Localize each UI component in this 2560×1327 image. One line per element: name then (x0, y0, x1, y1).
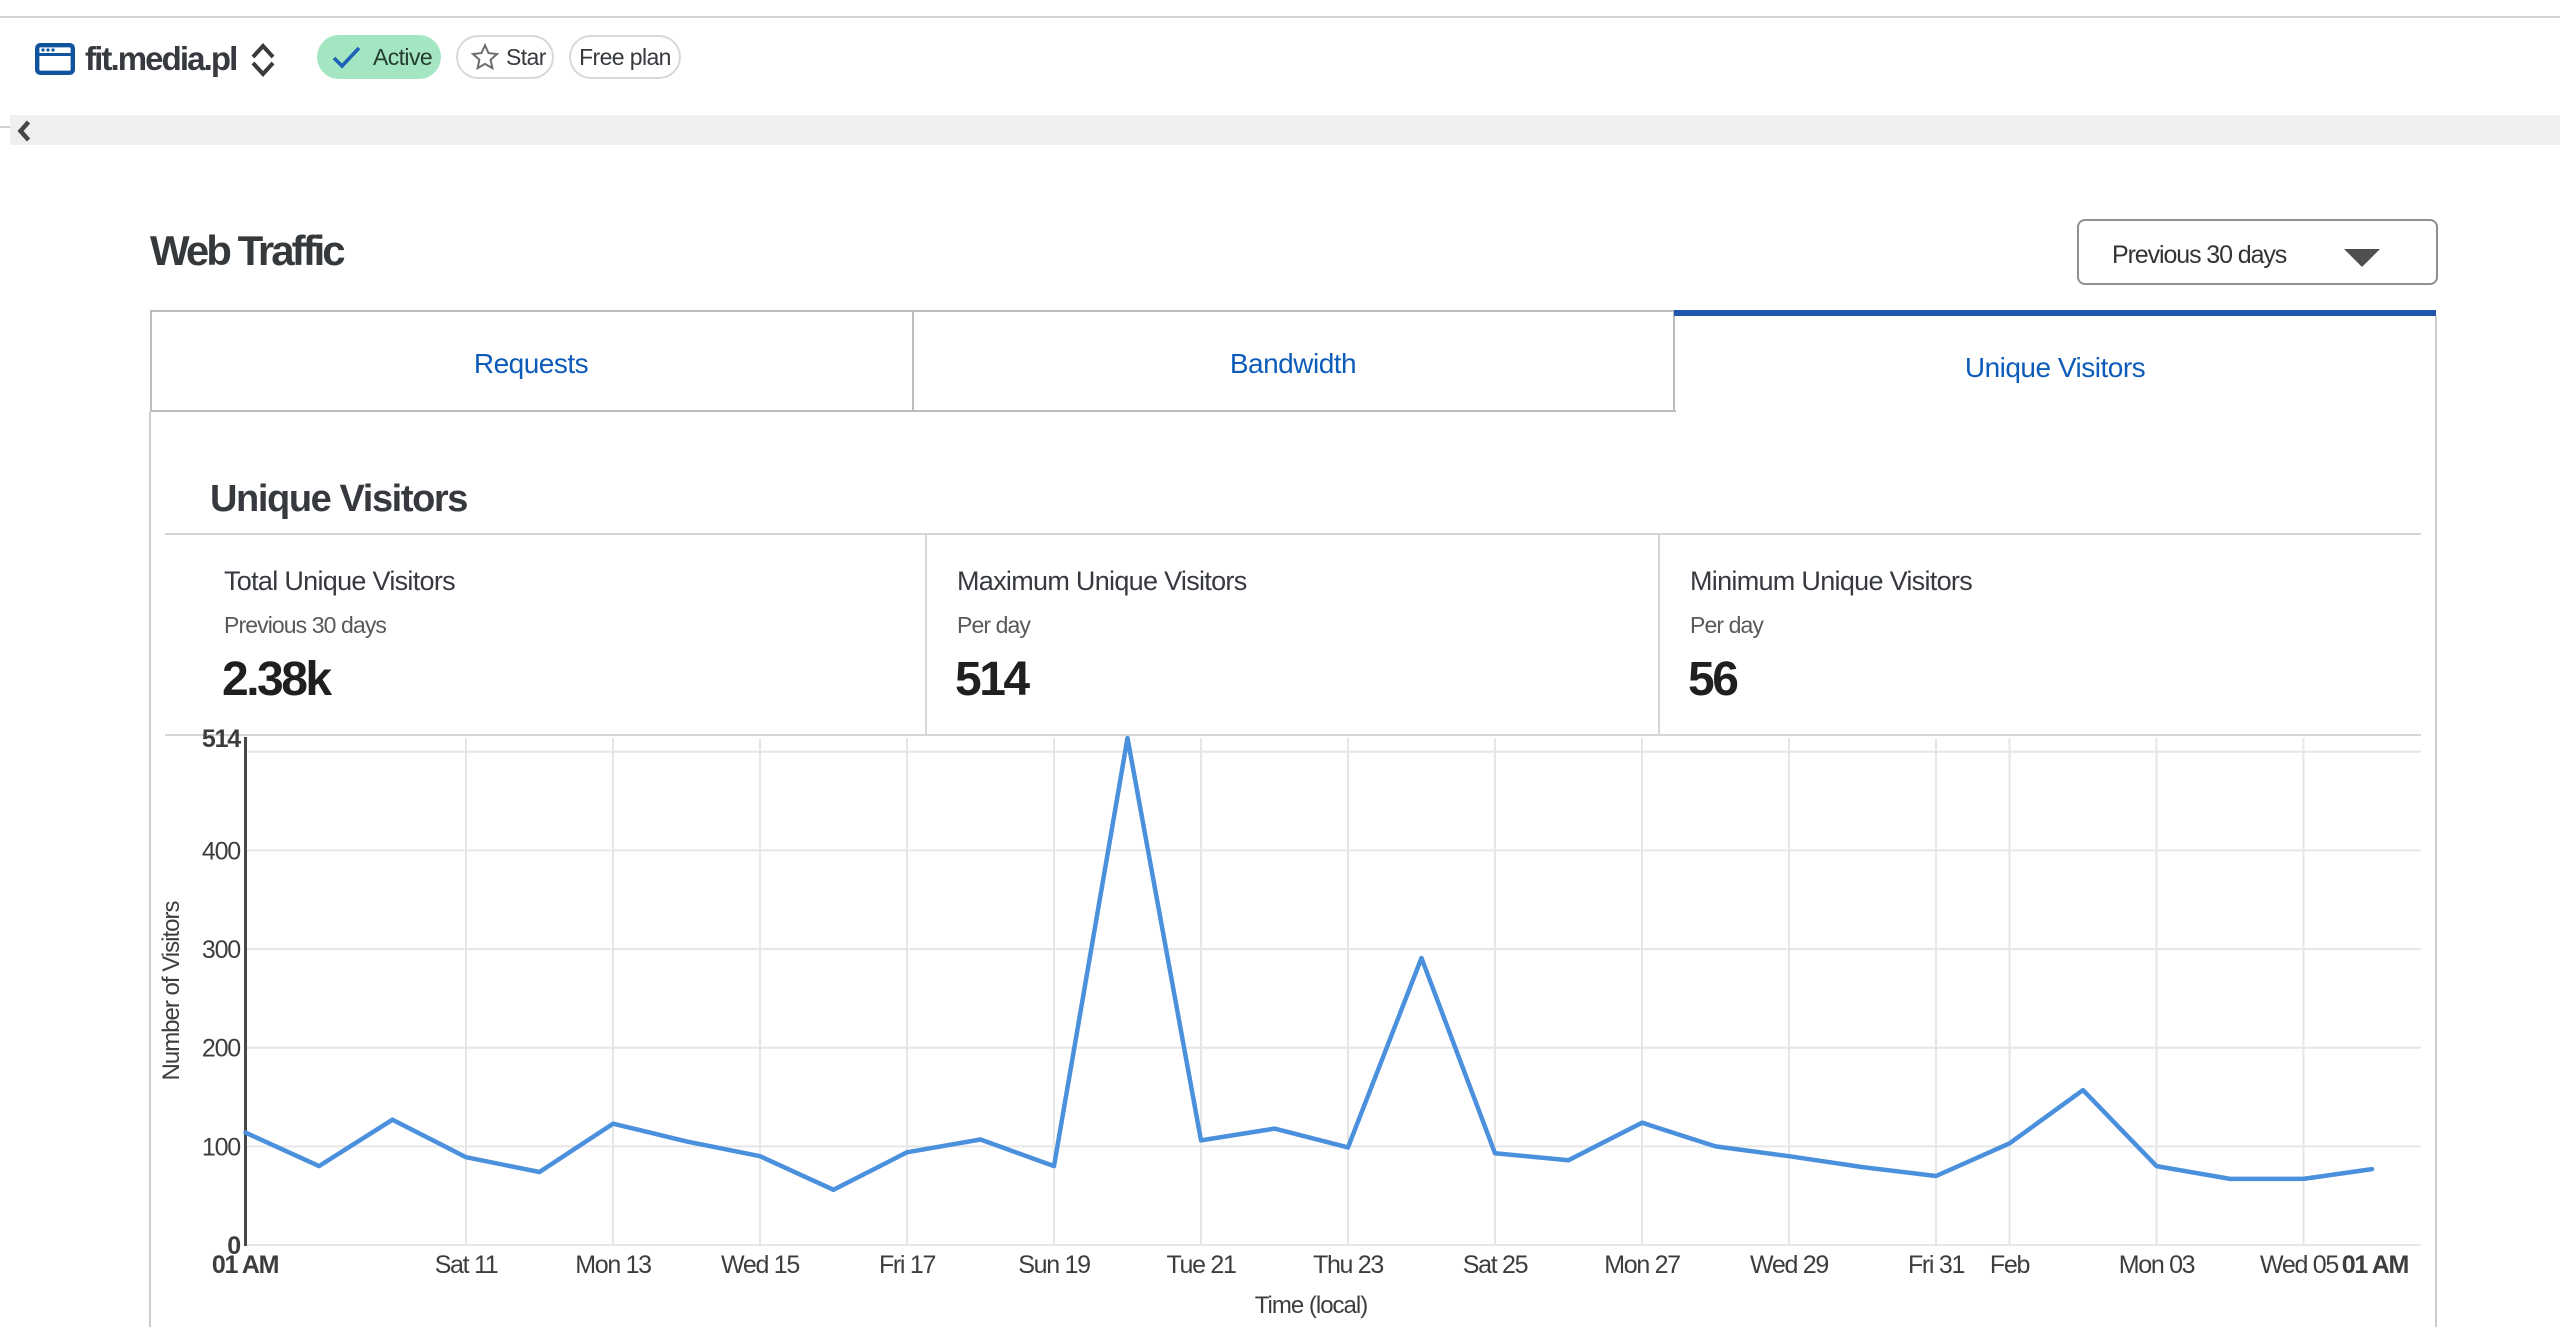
svg-text:Sun 19: Sun 19 (1018, 1251, 1090, 1279)
svg-text:01 AM: 01 AM (2342, 1251, 2409, 1279)
svg-text:Fri 31: Fri 31 (1908, 1251, 1965, 1279)
svg-text:Mon 13: Mon 13 (575, 1251, 651, 1279)
svg-text:Thu 23: Thu 23 (1313, 1251, 1383, 1279)
svg-text:01 AM: 01 AM (212, 1251, 279, 1279)
svg-text:Sat 25: Sat 25 (1463, 1251, 1528, 1279)
svg-text:Wed 29: Wed 29 (1750, 1251, 1828, 1279)
svg-text:Fri 17: Fri 17 (879, 1251, 936, 1279)
svg-text:514: 514 (202, 725, 241, 753)
svg-text:Time (local): Time (local) (1255, 1292, 1367, 1319)
svg-text:Number of Visitors: Number of Visitors (158, 901, 185, 1081)
svg-text:300: 300 (202, 936, 240, 964)
svg-text:Wed 05: Wed 05 (2260, 1251, 2338, 1279)
svg-text:200: 200 (202, 1035, 240, 1063)
svg-text:400: 400 (202, 837, 240, 865)
svg-text:0: 0 (227, 1232, 240, 1260)
svg-text:Sat 11: Sat 11 (435, 1251, 498, 1279)
svg-text:100: 100 (202, 1133, 240, 1161)
svg-text:Tue 21: Tue 21 (1166, 1251, 1236, 1279)
svg-text:Mon 27: Mon 27 (1604, 1251, 1680, 1279)
svg-text:Feb: Feb (1990, 1251, 2030, 1279)
svg-text:Wed 15: Wed 15 (721, 1251, 799, 1279)
svg-text:Mon 03: Mon 03 (2119, 1251, 2195, 1279)
